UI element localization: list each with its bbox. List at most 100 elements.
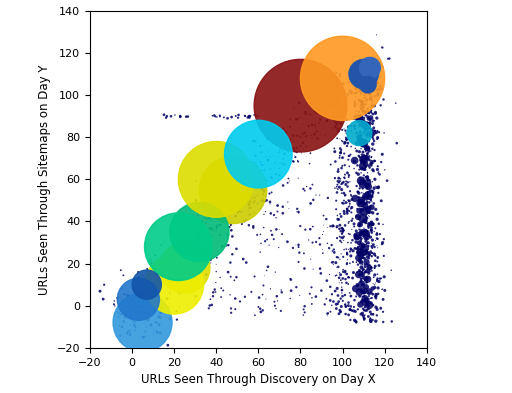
Point [365,148,373,154]
Point [352,228,360,234]
Point [318,231,327,238]
Point [110,298,118,304]
Point [341,200,349,207]
Point [241,113,249,119]
Point [237,191,245,198]
Point [165,251,174,257]
Point [211,212,220,219]
Point [357,311,365,317]
Point [371,85,379,92]
Point [326,284,334,290]
Point [348,226,356,233]
Point [378,151,387,158]
Point [361,139,369,145]
Point [378,44,387,51]
Point [345,219,353,225]
Point [371,109,379,116]
Point [365,306,373,312]
Point [301,303,309,309]
Point [228,184,236,190]
Point [206,296,215,303]
Point [209,177,218,183]
Point [358,215,367,221]
Point [341,91,349,97]
Point [355,194,363,200]
Point [265,153,273,159]
Point [345,163,353,169]
Point [374,134,382,141]
Point [366,165,374,171]
Point [228,251,237,257]
Point [340,190,348,196]
Point [345,172,353,178]
Point [358,99,367,105]
Point [364,191,372,198]
Point [369,210,377,216]
Point [367,75,375,81]
Point [298,140,307,146]
Point [374,291,382,297]
Point [236,208,244,214]
Point [354,233,362,240]
Point [273,298,282,304]
Point [272,129,281,135]
Point [339,254,347,260]
Point [134,286,142,292]
Point [249,224,258,231]
Point [347,303,355,310]
Point [366,309,374,315]
Point [166,290,174,296]
Point [252,113,260,119]
Point [332,198,340,204]
Point [132,309,140,315]
Point [359,313,368,320]
Point [365,66,373,73]
Point [211,200,220,206]
Point [329,114,337,120]
Point [238,192,246,198]
Point [167,257,176,263]
Point [354,76,362,82]
Point [367,84,375,90]
Point [257,309,265,315]
Point [302,110,310,117]
Point [357,226,365,233]
Point [362,101,370,108]
Point [357,133,366,139]
Point [333,81,341,88]
Point [354,251,362,257]
Point [357,276,366,282]
Point [207,216,215,222]
Point [360,139,369,145]
Point [370,274,378,280]
Point [312,294,320,300]
Point [354,283,362,289]
Point [208,225,216,231]
Point [360,160,368,167]
Point [340,197,348,204]
Point [368,243,376,250]
Point [359,137,367,143]
Point [361,75,370,81]
Point [357,140,365,147]
Point [339,266,347,273]
Point [234,209,242,215]
Point [331,158,339,165]
Point [365,220,373,227]
Point [121,311,130,317]
Point [172,264,180,270]
Point [353,233,361,239]
Point [360,262,369,268]
Point [249,199,258,206]
Point [360,69,368,75]
Point [141,275,150,281]
Point [249,138,258,144]
Point [372,304,380,310]
Point [369,317,377,323]
Point [362,230,371,236]
Point [287,276,295,283]
Point [364,85,372,91]
Point [380,274,388,280]
Point [245,164,253,170]
Point [306,150,314,156]
